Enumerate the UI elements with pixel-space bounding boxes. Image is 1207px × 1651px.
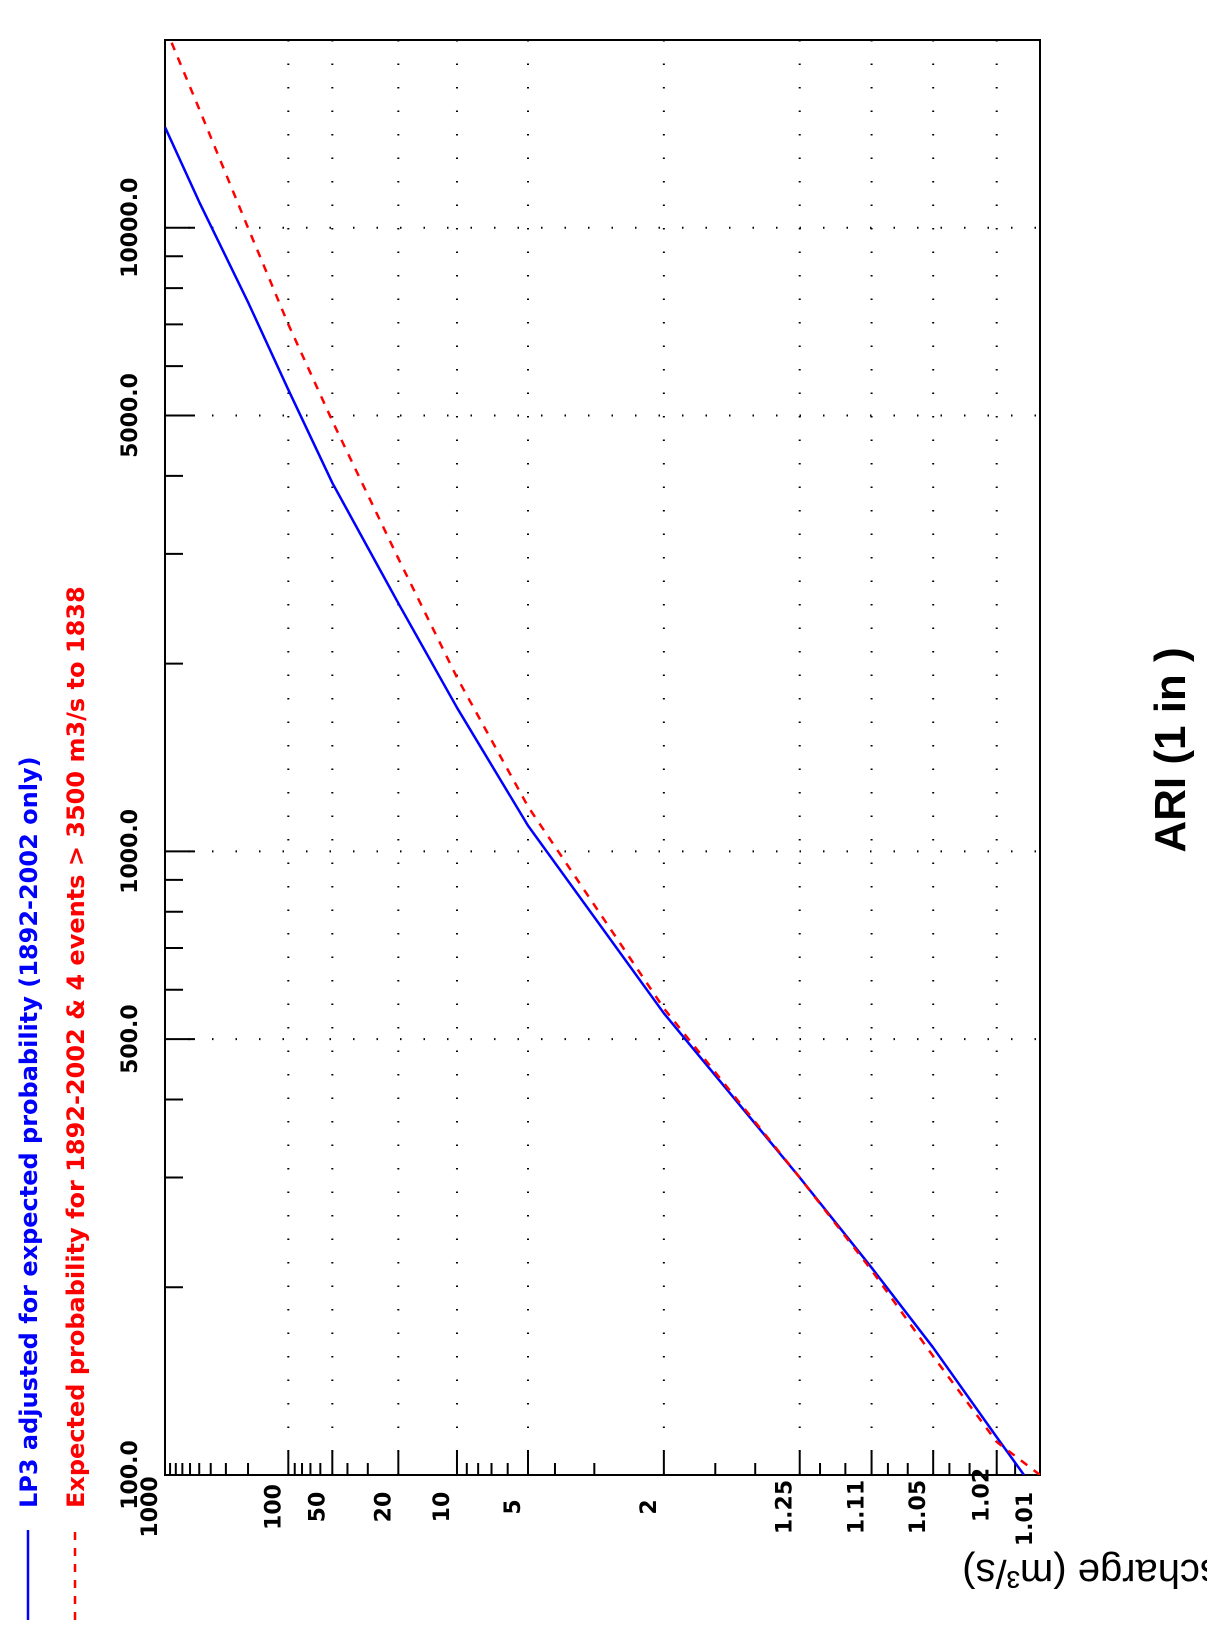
series-line [165,126,1026,1475]
y-tick-label: 1000.0 [118,809,143,894]
y-axis-ticks: 100.0 500.0 1000.0 5000.0 10000.0 [118,39,195,1510]
x-tick-label: 1.02 [970,1468,995,1522]
x-axis-ticks: 1.01 1.02 1.05 1.11 1.25 2 5 10 20 50 100 1000 [138,1451,1041,1546]
y-tick-label: 500.0 [118,1004,143,1074]
x-tick-label: 1.01 [1013,1492,1038,1546]
y-axis-label: Discharge (m³/s) [962,1551,1207,1595]
series-line [169,40,1040,1475]
x-tick-label: 20 [371,1492,396,1523]
x-tick-label: 100 [261,1484,286,1530]
x-tick-label: 1.05 [906,1480,931,1534]
series-lines [165,40,1040,1475]
y-tick-label: 100.0 [118,1440,143,1510]
x-tick-label: 10 [430,1492,455,1523]
grid-lines [164,39,1041,1475]
x-tick-label: 1.25 [773,1480,798,1534]
x-tick-label: 2 [637,1499,662,1514]
x-tick-label: 1000 [138,1476,163,1537]
x-axis-label: ARI (1 in ) [1146,647,1195,852]
legend-label: Expected probability for 1892-2002 & 4 e… [62,586,90,1508]
x-tick-label: 1.11 [845,1480,870,1534]
legend-label: LP3 adjusted for expected probability (1… [15,756,43,1508]
plot-frame [164,39,1041,1476]
x-tick-label: 5 [501,1499,526,1514]
y-tick-label: 5000.0 [118,373,143,458]
y-tick-label: 10000.0 [118,178,143,278]
legend: LP3 adjusted for expected probability (1… [15,586,90,1620]
x-tick-label: 50 [305,1492,330,1523]
